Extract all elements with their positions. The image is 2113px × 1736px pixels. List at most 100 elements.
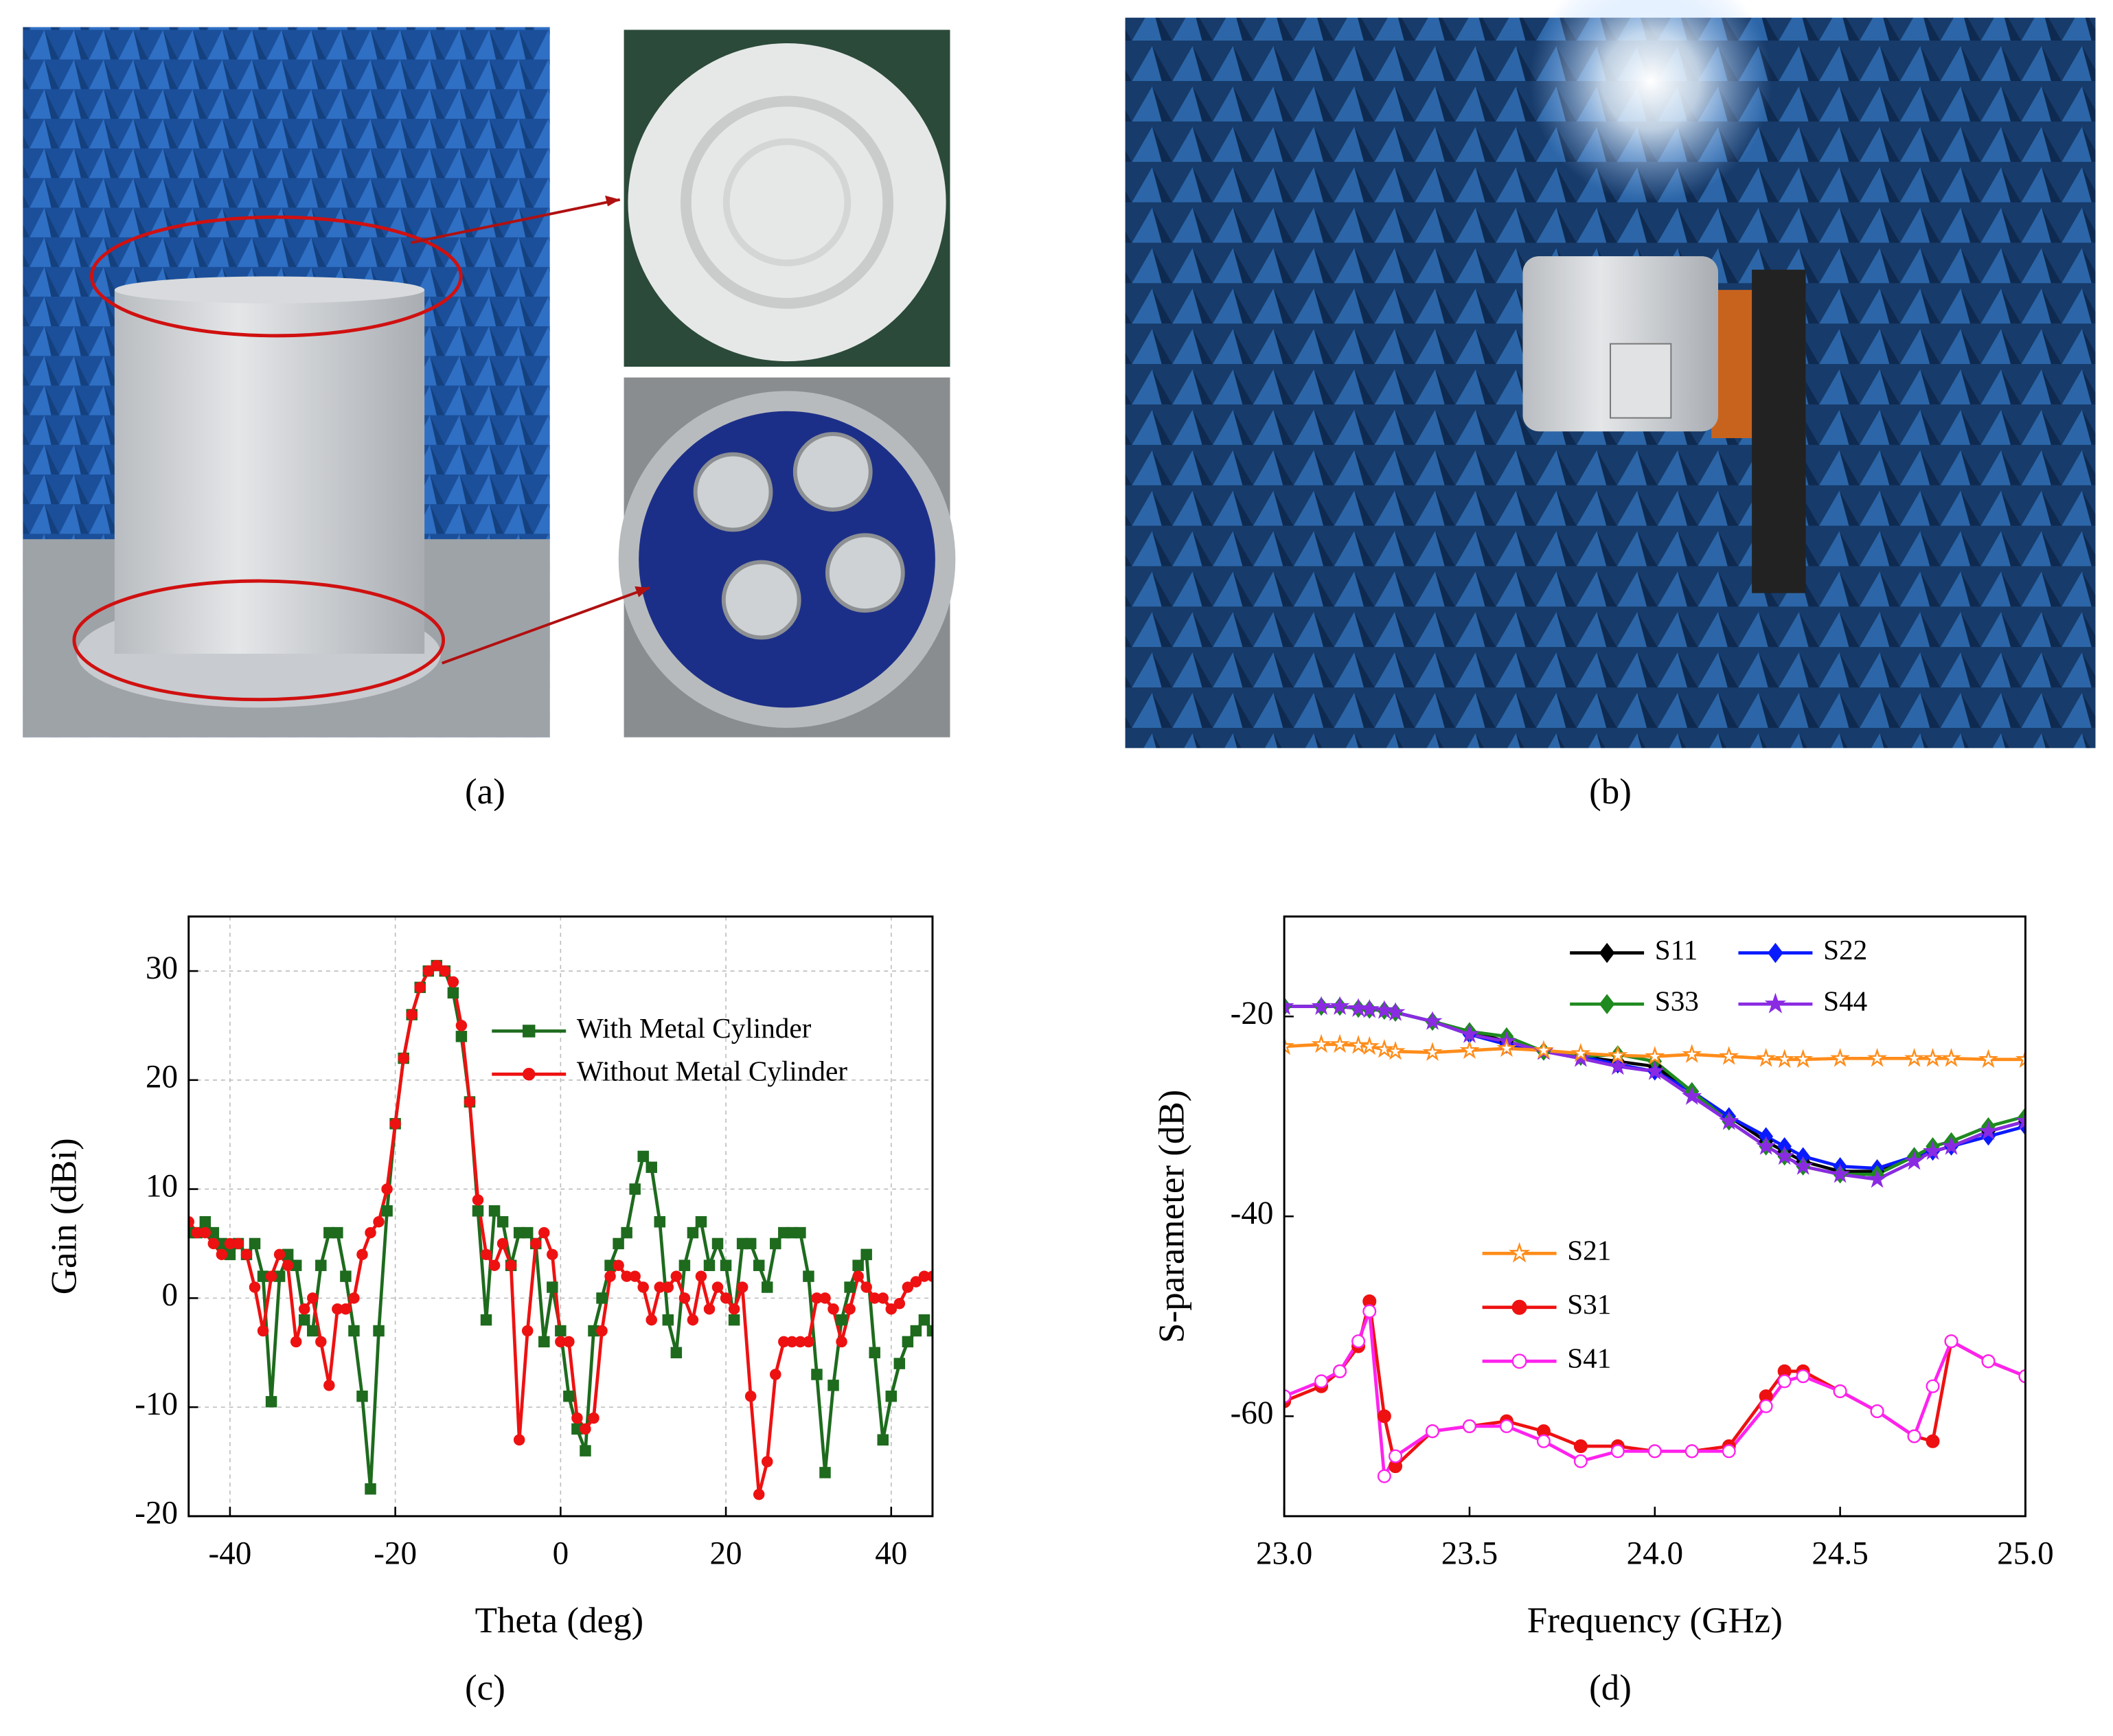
- marker: [472, 1205, 484, 1217]
- lid: [628, 43, 946, 362]
- marker: [1374, 1038, 1395, 1058]
- marker: [744, 1391, 757, 1402]
- marker: [1496, 1038, 1517, 1058]
- marker: [629, 1270, 641, 1282]
- marker: [860, 1248, 872, 1261]
- lamp: [1529, 0, 1772, 203]
- marker: [877, 1434, 889, 1446]
- marker: [1756, 1048, 1777, 1067]
- marker: [1422, 1042, 1443, 1061]
- marker: [455, 1020, 468, 1031]
- marker: [596, 1292, 608, 1304]
- marker: [1923, 1141, 1943, 1161]
- marker: [1759, 1399, 1773, 1413]
- marker: [1796, 1369, 1810, 1384]
- y-tick-label: 0: [161, 1277, 178, 1313]
- x-tick-label: 0: [553, 1536, 569, 1572]
- marker: [315, 1336, 327, 1348]
- marker: [381, 1205, 393, 1217]
- legend-label: S44: [1823, 985, 1867, 1017]
- legend-label: With Metal Cylinder: [577, 1012, 812, 1044]
- marker: [265, 1395, 277, 1408]
- marker: [753, 1488, 765, 1500]
- highlight-ellipse: [89, 215, 463, 338]
- marker: [580, 1423, 591, 1435]
- marker: [1511, 1354, 1527, 1369]
- marker: [188, 1215, 194, 1228]
- photo-a: [23, 27, 956, 738]
- marker: [1978, 1049, 1998, 1069]
- marker: [398, 1052, 409, 1064]
- marker: [670, 1270, 683, 1282]
- marker: [373, 1215, 385, 1228]
- marker: [505, 1259, 517, 1271]
- marker: [1774, 1049, 1795, 1069]
- marker: [1870, 1404, 1884, 1419]
- marker: [1359, 998, 1380, 1018]
- marker: [1573, 1439, 1588, 1454]
- marker: [447, 976, 459, 988]
- marker: [1385, 1002, 1406, 1021]
- marker: [447, 987, 459, 999]
- marker: [323, 1380, 335, 1391]
- marker: [365, 1483, 376, 1495]
- marker: [1599, 942, 1615, 963]
- marker: [513, 1434, 525, 1446]
- marker: [455, 1031, 468, 1042]
- marker: [332, 1226, 343, 1239]
- plot-area: [188, 959, 933, 1500]
- marker: [836, 1336, 847, 1348]
- marker: [918, 1314, 930, 1326]
- marker: [472, 1194, 484, 1206]
- marker: [836, 1314, 847, 1326]
- marker: [720, 1259, 732, 1271]
- marker: [563, 1336, 575, 1348]
- marker: [521, 1226, 534, 1239]
- marker: [340, 1303, 352, 1315]
- marker: [1348, 998, 1369, 1017]
- marker: [538, 1226, 550, 1239]
- marker: [869, 1347, 880, 1358]
- marker: [753, 1259, 765, 1271]
- marker: [1926, 1434, 1940, 1448]
- y-tick-label: -20: [135, 1496, 178, 1531]
- marker: [613, 1259, 624, 1271]
- marker: [1793, 1049, 1814, 1069]
- marker: [356, 1391, 368, 1402]
- cylinder-top: [114, 276, 425, 304]
- antenna-box: [1610, 343, 1672, 419]
- y-tick-label: -10: [135, 1386, 178, 1422]
- marker: [1830, 1048, 1851, 1067]
- x-tick-label: 23.5: [1441, 1536, 1498, 1572]
- marker: [2015, 1049, 2026, 1069]
- marker: [1377, 1469, 1391, 1483]
- marker: [1311, 996, 1332, 1015]
- marker: [852, 1259, 864, 1271]
- marker: [654, 1215, 666, 1228]
- marker: [1647, 1444, 1662, 1459]
- marker: [547, 1248, 558, 1261]
- legend-label: S31: [1567, 1288, 1611, 1320]
- marker: [1926, 1379, 1940, 1393]
- marker: [1511, 1299, 1527, 1315]
- marker: [273, 1248, 286, 1261]
- marker: [547, 1281, 558, 1293]
- marker: [523, 1068, 536, 1081]
- marker: [1756, 1136, 1777, 1155]
- marker: [1284, 996, 1294, 1015]
- lid-ring: [680, 95, 894, 309]
- marker: [670, 1347, 683, 1358]
- marker: [257, 1325, 269, 1337]
- x-tick-label: -40: [209, 1536, 252, 1572]
- marker: [373, 1325, 385, 1337]
- marker: [315, 1259, 327, 1271]
- marker: [356, 1248, 368, 1261]
- marker: [389, 1118, 401, 1130]
- marker: [1362, 1304, 1377, 1318]
- feed: [721, 560, 801, 640]
- marker: [926, 1270, 933, 1282]
- marker: [1459, 1040, 1480, 1060]
- marker: [604, 1270, 616, 1282]
